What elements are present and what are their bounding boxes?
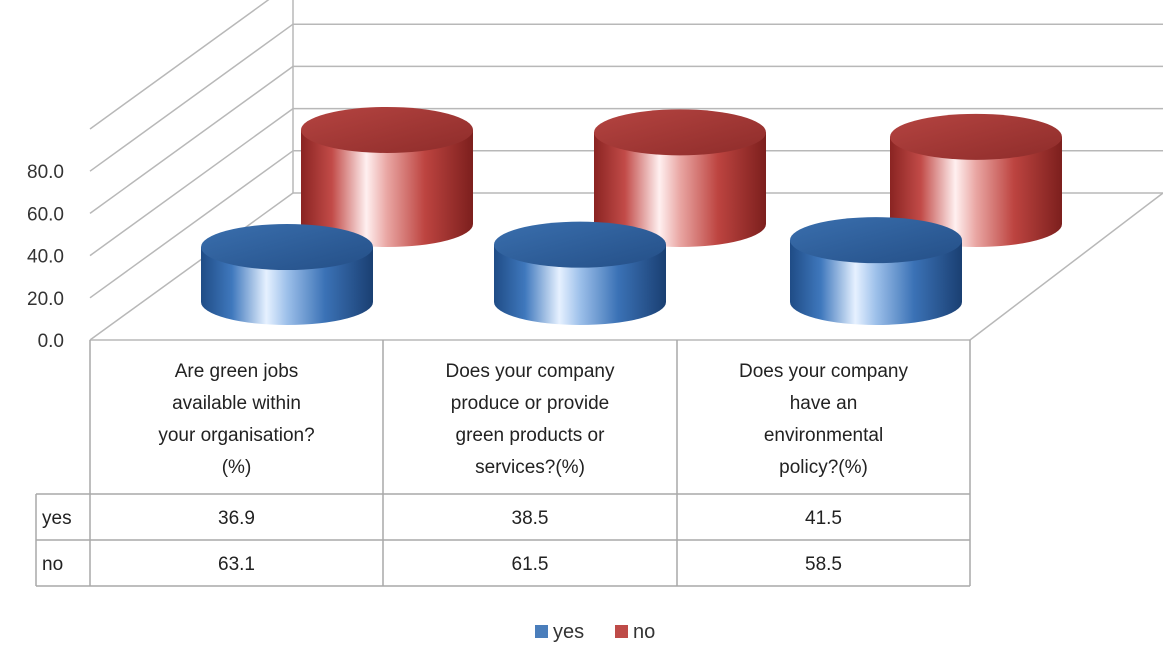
legend-label-yes: yes <box>553 621 584 643</box>
y-tick-label: 80.0 <box>27 162 64 183</box>
cylinder-top <box>201 224 373 271</box>
value-label-yes: 36.9 <box>218 508 255 529</box>
bar-no-3 <box>890 113 1062 247</box>
category-label: have an <box>790 393 858 414</box>
cylinder-top <box>890 113 1062 160</box>
category-label: Are green jobs <box>175 361 299 382</box>
cylinder-body <box>790 240 962 325</box>
cylinder-top <box>594 109 766 156</box>
value-label-no: 63.1 <box>218 554 255 575</box>
category-label: environmental <box>764 425 883 446</box>
category-label: produce or provide <box>451 393 609 414</box>
legend-label-no: no <box>633 621 655 643</box>
cylinder-body <box>301 129 473 247</box>
y-tick-label: 20.0 <box>27 289 64 310</box>
floor-right-edge <box>969 192 1163 341</box>
value-label-no: 58.5 <box>805 554 842 575</box>
bar-no-1 <box>301 106 473 247</box>
category-label: services?(%) <box>475 457 585 478</box>
gridline-side <box>89 150 294 299</box>
cylinder-body <box>494 244 666 325</box>
category-label: (%) <box>222 457 252 478</box>
gridline-side <box>89 0 270 130</box>
value-label-yes: 38.5 <box>512 508 549 529</box>
gridline-side <box>89 107 294 257</box>
gridline-side <box>89 23 294 172</box>
bar-yes-3 <box>790 217 962 325</box>
value-label-no: 61.5 <box>512 554 549 575</box>
bar-yes-2 <box>494 221 666 325</box>
category-label: your organisation? <box>158 425 314 446</box>
cylinder-top <box>301 106 473 153</box>
row-label-yes: yes <box>42 508 72 529</box>
y-tick-label: 40.0 <box>27 247 64 268</box>
category-label: available within <box>172 393 301 414</box>
category-label: Does your company <box>446 361 615 382</box>
row-label-no: no <box>42 554 63 575</box>
category-label: policy?(%) <box>779 457 868 478</box>
value-label-yes: 41.5 <box>805 508 842 529</box>
bar-yes-1 <box>201 224 373 325</box>
legend-swatch-no <box>615 625 628 638</box>
legend-swatch-yes <box>535 625 548 638</box>
y-tick-label: 60.0 <box>27 204 64 225</box>
gridline-side <box>89 65 294 215</box>
y-tick-label: 0.0 <box>38 331 64 352</box>
cylinder-top <box>790 217 962 264</box>
category-label: Does your company <box>739 361 908 382</box>
cylinder-body <box>594 132 766 247</box>
cylinder-body <box>890 136 1062 247</box>
cylinder-top <box>494 221 666 268</box>
bar-no-2 <box>594 109 766 247</box>
gridline-side <box>89 192 294 341</box>
category-label: green products or <box>456 425 606 446</box>
